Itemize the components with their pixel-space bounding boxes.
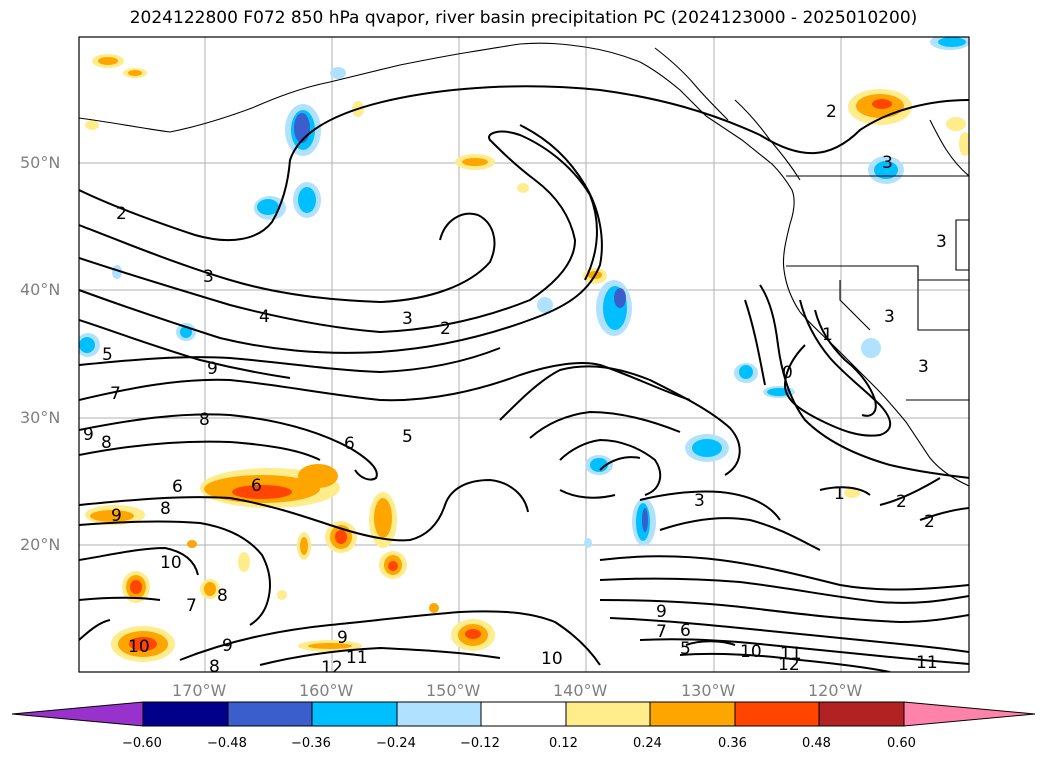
colorbar-bin: [818, 701, 905, 727]
longitude-label: 130°W: [681, 681, 736, 700]
contour-label: 8: [209, 657, 220, 677]
contour-label: 3: [918, 357, 929, 377]
graticule: [79, 37, 969, 672]
contour-label: 10: [128, 637, 150, 657]
contour-label: 6: [172, 477, 183, 497]
latitude-label: 50°N: [20, 153, 61, 172]
colorbar-tick-label: −0.60: [122, 736, 162, 751]
contour-label: 10: [160, 553, 182, 573]
colorbar-tick-label: 0.60: [887, 736, 916, 751]
colorbar-bin: [311, 701, 398, 727]
contour-label: 5: [102, 345, 113, 365]
precip-shading: [79, 37, 969, 662]
colorbar-bin: [565, 701, 651, 727]
qvapor-contours: [79, 85, 969, 672]
contour-label: 10: [740, 642, 762, 662]
contour-label: 3: [882, 153, 893, 173]
contour-label: 7: [186, 596, 197, 616]
contour-label: 1: [834, 484, 845, 504]
figure-title: 2024122800 F072 850 hPa qvapor, river ba…: [129, 8, 918, 28]
contour-label: 12: [778, 655, 800, 675]
latitude-label: 40°N: [20, 280, 61, 299]
contour-label: 1: [822, 325, 833, 345]
contour-label: 2: [440, 319, 451, 339]
contour-label: 3: [884, 307, 895, 327]
contour-label: 8: [217, 586, 228, 606]
colorbar-extend-low: [11, 701, 144, 727]
map-plot-area: [79, 37, 969, 672]
colorbar-bin: [649, 701, 736, 727]
positive-anomaly-blobs: [85, 54, 969, 662]
colorbar-bin: [396, 701, 482, 727]
contour-label: 2: [896, 492, 907, 512]
contour-label: 9: [337, 628, 348, 648]
contour-label: 2: [826, 102, 837, 122]
contour-label: 3: [402, 309, 413, 329]
contour-label: 10: [541, 649, 563, 669]
colorbar-tick-label: −0.24: [376, 736, 416, 751]
colorbar-bin: [480, 701, 567, 727]
colorbar-tick-label: 0.48: [802, 736, 831, 751]
longitude-label: 120°W: [808, 681, 863, 700]
map-frame: [78, 36, 970, 673]
longitude-label: 170°W: [172, 681, 227, 700]
contour-label: 9: [222, 636, 233, 656]
contour-label: 8: [199, 410, 210, 430]
contour-label: 9: [656, 602, 667, 622]
colorbar-tick-label: 0.36: [718, 736, 747, 751]
colorbar-tick-label: 0.24: [633, 736, 662, 751]
colorbar-bin: [734, 701, 820, 727]
contour-label: 2: [924, 512, 935, 532]
contour-label: 6: [680, 621, 691, 641]
contour-label: 0: [782, 363, 793, 383]
contour-label: 11: [780, 644, 802, 664]
longitude-label: 140°W: [553, 681, 608, 700]
contour-label: 11: [346, 648, 368, 668]
contour-label: 7: [656, 622, 667, 642]
contour-label: 3: [203, 267, 214, 287]
contour-label: 9: [111, 506, 122, 526]
colorbar-bin: [227, 701, 313, 727]
colorbar: [11, 701, 1036, 727]
longitude-label: 150°W: [426, 681, 481, 700]
contour-label: 8: [160, 499, 171, 519]
colorbar-tick-label: −0.36: [291, 736, 331, 751]
longitude-label: 160°W: [299, 681, 354, 700]
colorbar-extend-high: [903, 701, 1036, 727]
contour-label: 6: [251, 476, 262, 496]
contour-label: 4: [259, 307, 270, 327]
contour-label: 9: [83, 425, 94, 445]
colorbar-tick-label: −0.48: [207, 736, 247, 751]
contour-label: 7: [110, 384, 121, 404]
latitude-label: 30°N: [20, 408, 61, 427]
negative-anomaly-blobs: [79, 37, 969, 548]
contour-label: 12: [321, 658, 343, 678]
contour-label: 3: [694, 491, 705, 511]
coastlines: [79, 42, 969, 487]
latitude-label: 20°N: [20, 535, 61, 554]
colorbar-bin: [142, 701, 229, 727]
contour-label: 3: [936, 232, 947, 252]
contour-label: 9: [207, 359, 218, 379]
colorbar-tick-label: 0.12: [549, 736, 578, 751]
contour-label: 11: [916, 653, 938, 673]
contour-label: 5: [680, 639, 691, 659]
contour-label: 2: [116, 204, 127, 224]
contour-label: 8: [101, 433, 112, 453]
contour-label: 6: [344, 434, 355, 454]
colorbar-tick-label: −0.12: [460, 736, 500, 751]
contour-labels: 2 3 4 5 7 9 8 9 8 6 5 3 2 6 6 9 8 10 7 8…: [83, 102, 947, 678]
contour-label: 5: [402, 427, 413, 447]
